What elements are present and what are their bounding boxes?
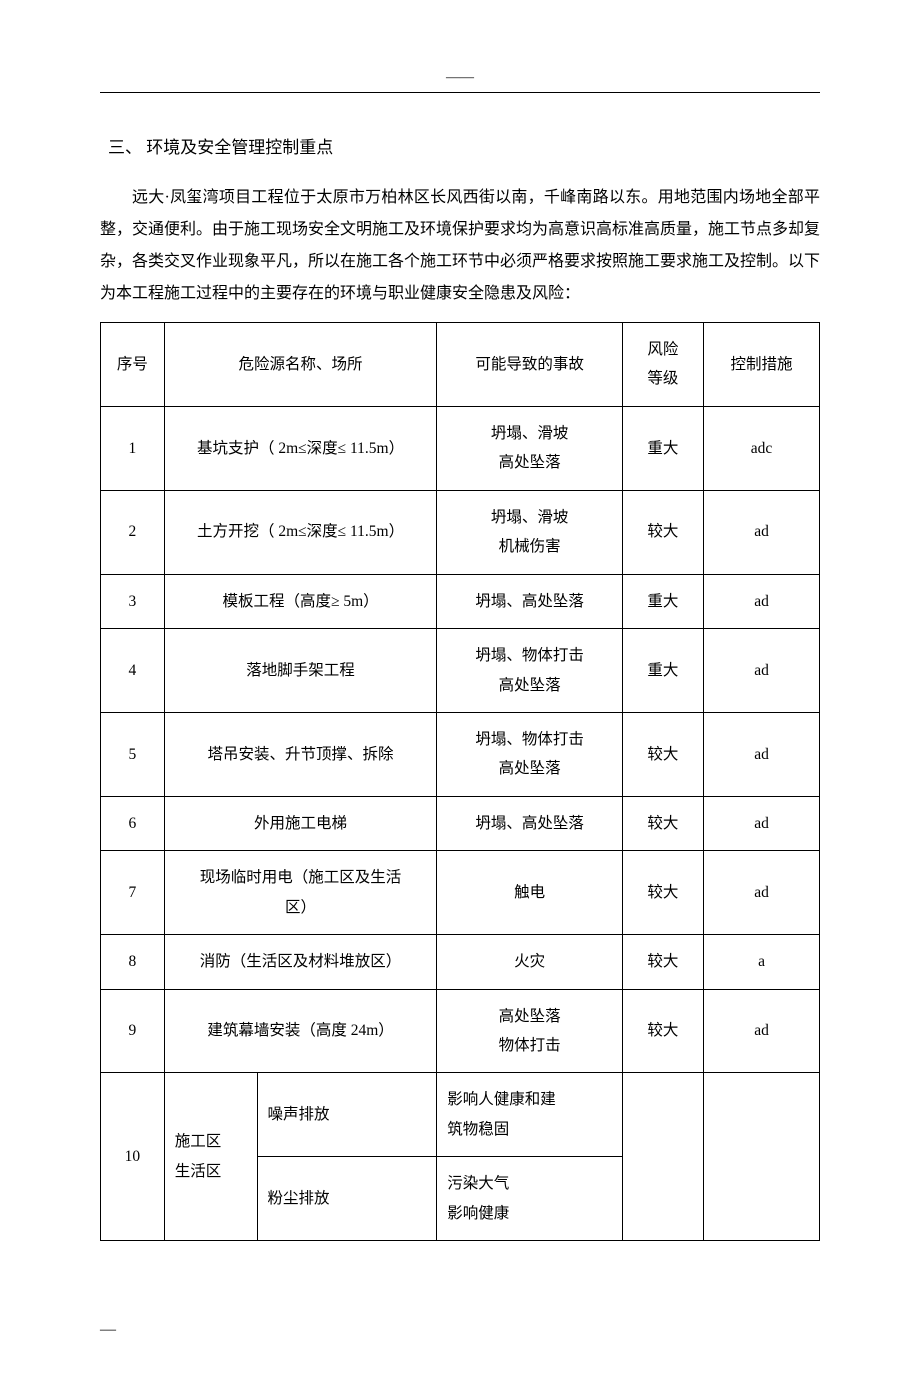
- cell-name: 外用施工电梯: [164, 796, 437, 850]
- cell-seq: 2: [101, 490, 165, 574]
- section-title: 三、 环境及安全管理控制重点: [100, 133, 820, 158]
- cell-name-sub1: 噪声排放: [257, 1073, 437, 1157]
- cell-level: 重大: [622, 406, 703, 490]
- cell-level: 较大: [622, 490, 703, 574]
- cell-level: [622, 1073, 703, 1241]
- header-accident: 可能导致的事故: [437, 323, 623, 407]
- table-header-row: 序号 危险源名称、场所 可能导致的事故 风险 等级 控制措施: [101, 323, 820, 407]
- table-row: 9 建筑幕墙安装（高度 24m） 高处坠落 物体打击 较大 ad: [101, 989, 820, 1073]
- cell-seq: 4: [101, 629, 165, 713]
- cell-level: 较大: [622, 796, 703, 850]
- cell-name-sub2: 粉尘排放: [257, 1157, 437, 1241]
- header-marker: ——: [100, 70, 820, 86]
- cell-accident: 坍塌、高处坠落: [437, 574, 623, 628]
- cell-control: ad: [704, 490, 820, 574]
- table-row: 1 基坑支护（ 2m≤深度≤ 11.5m） 坍塌、滑坡 高处坠落 重大 adc: [101, 406, 820, 490]
- cell-name: 现场临时用电（施工区及生活 区）: [164, 851, 437, 935]
- cell-level: 较大: [622, 712, 703, 796]
- cell-control: adc: [704, 406, 820, 490]
- table-row: 2 土方开挖（ 2m≤深度≤ 11.5m） 坍塌、滑坡 机械伤害 较大 ad: [101, 490, 820, 574]
- cell-accident: 火灾: [437, 935, 623, 989]
- cell-name: 落地脚手架工程: [164, 629, 437, 713]
- table-row: 5 塔吊安装、升节顶撑、拆除 坍塌、物体打击 高处坠落 较大 ad: [101, 712, 820, 796]
- table-row: 7 现场临时用电（施工区及生活 区） 触电 较大 ad: [101, 851, 820, 935]
- table-row: 4 落地脚手架工程 坍塌、物体打击 高处坠落 重大 ad: [101, 629, 820, 713]
- risk-table: 序号 危险源名称、场所 可能导致的事故 风险 等级 控制措施 1 基坑支护（ 2…: [100, 322, 820, 1241]
- cell-name: 建筑幕墙安装（高度 24m）: [164, 989, 437, 1073]
- cell-accident: 坍塌、高处坠落: [437, 796, 623, 850]
- cell-accident: 坍塌、物体打击 高处坠落: [437, 712, 623, 796]
- cell-control: ad: [704, 629, 820, 713]
- cell-control: ad: [704, 796, 820, 850]
- footer-marker: —: [100, 1321, 820, 1339]
- cell-name: 消防（生活区及材料堆放区）: [164, 935, 437, 989]
- table-row: 8 消防（生活区及材料堆放区） 火灾 较大 a: [101, 935, 820, 989]
- cell-accident: 坍塌、滑坡 机械伤害: [437, 490, 623, 574]
- cell-accident: 触电: [437, 851, 623, 935]
- cell-name: 塔吊安装、升节顶撑、拆除: [164, 712, 437, 796]
- table-row-10a: 10 施工区 生活区 噪声排放 影响人健康和建 筑物稳固: [101, 1073, 820, 1157]
- table-row: 3 模板工程（高度≥ 5m） 坍塌、高处坠落 重大 ad: [101, 574, 820, 628]
- body-paragraph: 远大·凤玺湾项目工程位于太原市万柏林区长风西街以南，千峰南路以东。用地范围内场地…: [100, 182, 820, 310]
- cell-accident: 影响人健康和建 筑物稳固: [437, 1073, 623, 1157]
- cell-seq: 6: [101, 796, 165, 850]
- cell-control: ad: [704, 989, 820, 1073]
- cell-seq: 3: [101, 574, 165, 628]
- cell-control: ad: [704, 712, 820, 796]
- header-name: 危险源名称、场所: [164, 323, 437, 407]
- cell-control: ad: [704, 851, 820, 935]
- header-control: 控制措施: [704, 323, 820, 407]
- cell-control: ad: [704, 574, 820, 628]
- header-rule: [100, 92, 820, 93]
- cell-seq: 1: [101, 406, 165, 490]
- cell-name-main: 施工区 生活区: [164, 1073, 257, 1241]
- header-seq: 序号: [101, 323, 165, 407]
- cell-accident: 高处坠落 物体打击: [437, 989, 623, 1073]
- cell-seq: 5: [101, 712, 165, 796]
- cell-accident: 坍塌、滑坡 高处坠落: [437, 406, 623, 490]
- cell-accident: 污染大气 影响健康: [437, 1157, 623, 1241]
- cell-control: [704, 1073, 820, 1241]
- cell-seq: 9: [101, 989, 165, 1073]
- cell-level: 较大: [622, 935, 703, 989]
- cell-accident: 坍塌、物体打击 高处坠落: [437, 629, 623, 713]
- cell-level: 较大: [622, 851, 703, 935]
- header-level: 风险 等级: [622, 323, 703, 407]
- cell-control: a: [704, 935, 820, 989]
- cell-seq: 10: [101, 1073, 165, 1241]
- cell-level: 较大: [622, 989, 703, 1073]
- cell-name: 基坑支护（ 2m≤深度≤ 11.5m）: [164, 406, 437, 490]
- cell-seq: 8: [101, 935, 165, 989]
- cell-level: 重大: [622, 629, 703, 713]
- cell-seq: 7: [101, 851, 165, 935]
- cell-level: 重大: [622, 574, 703, 628]
- table-row: 6 外用施工电梯 坍塌、高处坠落 较大 ad: [101, 796, 820, 850]
- cell-name: 土方开挖（ 2m≤深度≤ 11.5m）: [164, 490, 437, 574]
- cell-name: 模板工程（高度≥ 5m）: [164, 574, 437, 628]
